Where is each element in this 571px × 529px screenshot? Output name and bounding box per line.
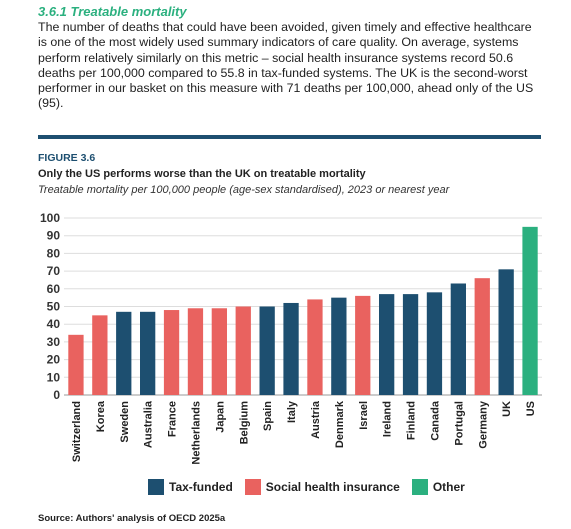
y-tick-label: 30 — [47, 335, 61, 349]
x-tick-label: France — [167, 401, 179, 437]
bar — [498, 269, 514, 395]
y-tick-label: 100 — [40, 211, 60, 225]
section-title: 3.6.1 Treatable mortality — [38, 4, 187, 19]
y-tick-label: 70 — [47, 264, 61, 278]
x-tick-label: US — [525, 401, 537, 416]
bar — [140, 311, 156, 395]
x-tick-label: Germany — [477, 400, 489, 449]
x-tick-label: Netherlands — [190, 401, 202, 465]
legend-item: Other — [411, 479, 465, 495]
y-tick-label: 50 — [47, 300, 61, 314]
x-tick-label: Switzerland — [71, 401, 83, 462]
legend-label: Social health insurance — [265, 480, 400, 494]
bar-chart: 0 10 20 30 40 50 60 70 80 90 100 Switzerland Korea Sw… — [40, 211, 542, 465]
bar — [163, 310, 180, 395]
bar — [68, 334, 84, 395]
legend-label: Tax-funded — [169, 480, 233, 494]
bar — [211, 308, 227, 395]
figure-subtitle: Treatable mortality per 100,000 people (… — [38, 184, 450, 196]
x-tick-label: Finland — [406, 401, 418, 440]
legend-label: Other — [432, 480, 465, 494]
bar — [355, 295, 371, 395]
figure-title: Only the US performs worse than the UK o… — [38, 168, 366, 180]
bar — [426, 292, 443, 395]
y-tick-label: 0 — [53, 388, 60, 402]
bar — [474, 278, 490, 395]
y-tick-label: 10 — [47, 370, 61, 384]
x-tick-label: Belgium — [238, 401, 250, 445]
y-tick-label: 20 — [47, 353, 61, 367]
x-tick-label: UK — [501, 401, 513, 417]
legend-swatch — [411, 479, 428, 495]
y-tick-label: 40 — [47, 317, 61, 331]
x-tick-label: Ireland — [382, 401, 394, 437]
legend-item: Social health insurance — [244, 479, 400, 495]
x-tick-label: Canada — [429, 400, 441, 441]
bar — [283, 302, 299, 395]
bar — [116, 311, 132, 395]
legend-swatch — [148, 479, 164, 495]
bar — [307, 299, 323, 395]
legend-item: Tax-funded — [148, 479, 233, 495]
bar — [259, 306, 275, 395]
bar — [92, 315, 108, 395]
x-tick-label: Korea — [95, 400, 107, 432]
x-tick-label: Israel — [358, 401, 370, 430]
y-tick-label: 80 — [47, 246, 61, 260]
bar — [379, 294, 395, 395]
x-tick-label: Italy — [286, 400, 298, 423]
figure-label: FIGURE 3.6 — [38, 152, 96, 164]
y-tick-label: 90 — [47, 229, 61, 243]
bar — [331, 297, 347, 395]
x-tick-label: Japan — [214, 401, 226, 433]
bar — [522, 226, 538, 395]
x-tick-label: Austria — [310, 400, 322, 439]
figure-source: Source: Authors' analysis of OECD 2025a — [38, 513, 226, 524]
chart-legend: Tax-funded Social health insurance Other — [148, 479, 477, 495]
legend-swatch — [244, 479, 261, 495]
x-tick-label: Denmark — [334, 400, 346, 448]
divider — [38, 135, 541, 139]
bar — [187, 308, 204, 395]
x-tick-label: Australia — [143, 400, 155, 448]
bar — [450, 283, 466, 395]
intro-paragraph: The number of deaths that could have bee… — [38, 20, 534, 111]
x-tick-label: Spain — [262, 401, 274, 431]
x-tick-label: Sweden — [119, 401, 131, 443]
bar — [402, 294, 419, 395]
bar — [235, 306, 251, 395]
y-tick-label: 60 — [47, 282, 61, 296]
x-tick-label: Portugal — [453, 401, 465, 446]
